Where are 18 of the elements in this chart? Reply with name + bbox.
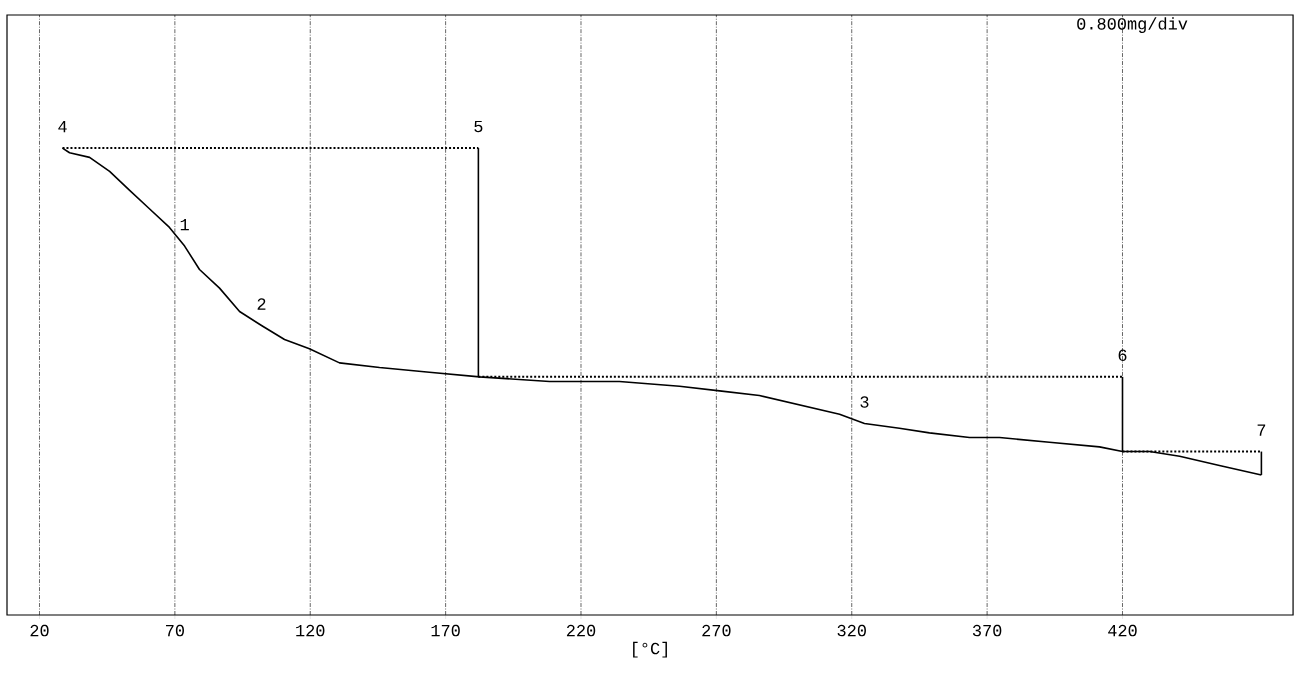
x-tick-label: 270 xyxy=(702,624,731,637)
text: 0.800mg/div xyxy=(1077,17,1188,33)
annotation: 1 xyxy=(180,219,189,231)
annotation: 4 xyxy=(58,121,67,133)
x-tick-label: 220 xyxy=(566,624,596,637)
x-tick-label: 20 xyxy=(30,624,49,637)
x-tick-label: 170 xyxy=(431,624,460,637)
x-tick-label: 370 xyxy=(972,624,1002,637)
annotation: 6 xyxy=(1118,349,1127,362)
annotation: 5 xyxy=(474,120,483,133)
annotation: 2 xyxy=(257,298,266,310)
annotation: 7 xyxy=(1257,424,1266,436)
x-tick-label: 120 xyxy=(296,624,325,637)
annotation: 3 xyxy=(860,396,869,408)
x-tick-label: 420 xyxy=(1108,624,1137,637)
x-axis-title: [°C] xyxy=(633,641,667,658)
x-tick-label: 320 xyxy=(837,624,866,637)
x-tick-label: 70 xyxy=(166,624,184,637)
